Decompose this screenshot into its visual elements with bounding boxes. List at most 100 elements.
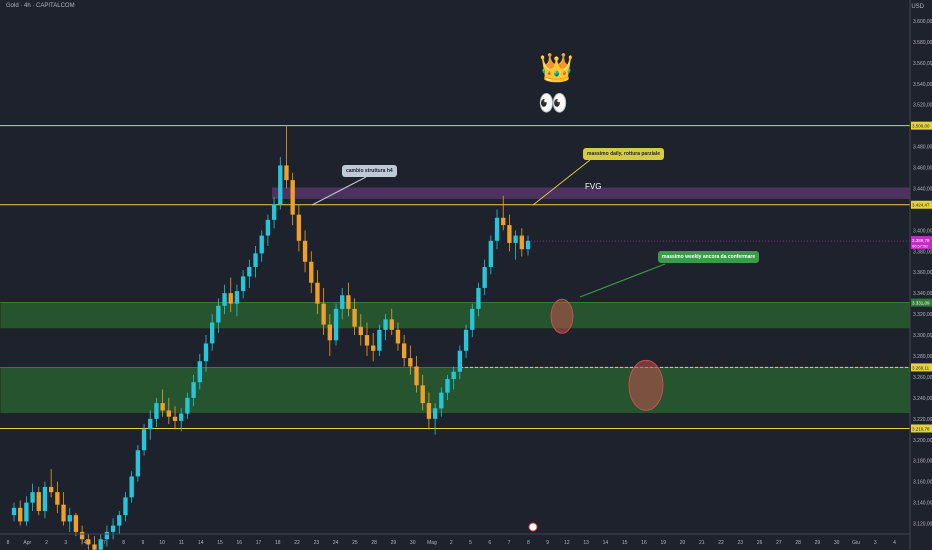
candle bbox=[172, 406, 178, 430]
candle bbox=[210, 314, 215, 351]
zone-price-badge: 3.331,09 bbox=[911, 298, 932, 307]
current-price-bg bbox=[911, 236, 932, 250]
candle-body bbox=[154, 403, 159, 419]
currency-label: USD bbox=[911, 4, 924, 10]
callout-line-cambio bbox=[311, 176, 367, 206]
candle-body bbox=[476, 287, 481, 309]
candle-body bbox=[457, 350, 463, 372]
x-tick-label: 9 bbox=[142, 540, 145, 546]
candle-body bbox=[141, 429, 147, 451]
candle-body bbox=[18, 507, 23, 522]
zone-purple bbox=[272, 187, 910, 199]
candle bbox=[432, 403, 438, 435]
candle-body bbox=[117, 515, 122, 526]
candle bbox=[98, 534, 103, 550]
x-tick-label: 8 bbox=[527, 540, 530, 546]
candle-body bbox=[110, 525, 116, 532]
candle bbox=[110, 518, 116, 540]
candle bbox=[525, 235, 531, 256]
candle-body bbox=[135, 450, 141, 477]
candle-body bbox=[470, 308, 475, 330]
candle bbox=[358, 314, 363, 346]
candle bbox=[30, 483, 35, 511]
candle-body bbox=[210, 322, 215, 344]
x-tick-label: 7 bbox=[508, 540, 511, 546]
candle-body bbox=[482, 267, 487, 288]
candle-body bbox=[148, 418, 153, 430]
candle-body bbox=[185, 397, 190, 414]
candle-body bbox=[451, 371, 456, 380]
candle bbox=[24, 496, 29, 526]
x-tick-label: 16 bbox=[641, 540, 647, 546]
candle-body bbox=[197, 361, 202, 383]
candle-body bbox=[86, 539, 91, 545]
candle-body bbox=[426, 403, 432, 419]
candle bbox=[92, 536, 97, 550]
candle-body bbox=[92, 544, 97, 550]
candle-body bbox=[253, 253, 258, 267]
candle-body bbox=[98, 539, 103, 550]
candle bbox=[278, 157, 283, 210]
chart-title: Gold · 4h · CAPITALCOM bbox=[6, 3, 75, 9]
x-tick-label: 9 bbox=[546, 540, 549, 546]
candle-body bbox=[216, 305, 221, 323]
level-price-badge: 3.500,00 bbox=[911, 121, 932, 130]
candle-body bbox=[203, 343, 209, 362]
x-tick-label: 10 bbox=[159, 540, 165, 546]
candle-body bbox=[11, 507, 17, 516]
candle-body bbox=[166, 410, 171, 417]
x-tick-label: 20 bbox=[680, 540, 686, 546]
x-tick-label: 2 bbox=[45, 540, 48, 546]
candle bbox=[284, 125, 289, 189]
candle-body bbox=[439, 392, 444, 409]
fvg-label: FVG bbox=[585, 182, 602, 191]
y-tick-label: 3.340,00 bbox=[913, 291, 932, 297]
candle-body bbox=[228, 293, 233, 304]
candle-body bbox=[333, 308, 339, 341]
y-tick-label: 3.160,00 bbox=[913, 480, 932, 486]
x-tick-label: 19 bbox=[660, 540, 666, 546]
candle bbox=[129, 471, 134, 503]
candle bbox=[247, 259, 252, 288]
candle bbox=[259, 230, 264, 262]
candle bbox=[463, 324, 469, 359]
x-tick-label: 14 bbox=[603, 540, 609, 546]
candle bbox=[426, 392, 432, 430]
candle-body bbox=[123, 497, 128, 516]
candle bbox=[488, 235, 494, 275]
candle-body bbox=[315, 282, 320, 304]
y-tick-label: 3.520,00 bbox=[913, 103, 932, 109]
candle bbox=[141, 424, 147, 456]
candle bbox=[296, 204, 302, 252]
candle-body bbox=[271, 204, 277, 220]
y-tick-label: 3.480,00 bbox=[913, 145, 932, 151]
annotation-massimo-weekly[interactable]: massimo weekly ancora da confermare bbox=[658, 251, 760, 263]
candle-body bbox=[55, 492, 60, 505]
candle bbox=[123, 492, 128, 522]
candle bbox=[240, 270, 246, 299]
candle-body bbox=[371, 345, 376, 351]
x-tick-label: 8 bbox=[7, 540, 10, 546]
candle bbox=[439, 387, 444, 417]
candle bbox=[395, 322, 401, 351]
candle-body bbox=[61, 504, 66, 522]
candle bbox=[222, 284, 227, 315]
candle bbox=[234, 284, 240, 317]
candle-body bbox=[420, 385, 425, 404]
candle-body bbox=[445, 379, 450, 393]
annotation-massimo-daily[interactable]: massimo daily, rottura parziale bbox=[583, 148, 664, 160]
candle bbox=[482, 259, 487, 296]
x-tick-label: 30 bbox=[834, 540, 840, 546]
candle bbox=[79, 525, 85, 545]
candle bbox=[507, 214, 512, 252]
candle-body bbox=[160, 403, 165, 411]
x-tick-label: 12 bbox=[564, 540, 570, 546]
candle bbox=[253, 246, 258, 278]
candle bbox=[457, 345, 463, 380]
candle bbox=[346, 282, 351, 317]
x-tick-label: 29 bbox=[815, 540, 821, 546]
annotation-cambio-struttura[interactable]: cambio struttura h4 bbox=[342, 165, 397, 177]
candle bbox=[364, 322, 370, 356]
